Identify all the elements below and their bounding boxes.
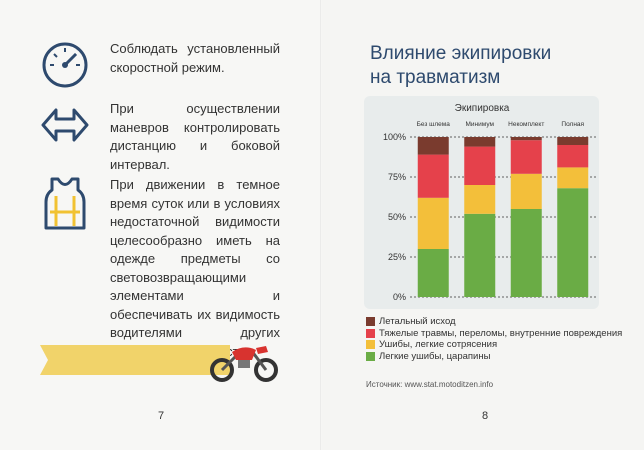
bar-segment [464, 185, 496, 214]
bar-segment [464, 137, 496, 147]
legend-swatch [366, 317, 375, 327]
category-label: Полная [561, 121, 584, 128]
legend-label: Ушибы, легкие сотрясения [379, 339, 498, 351]
bar-segment [510, 173, 542, 209]
tip-text: При движении в темное время суток или в … [110, 177, 280, 359]
bar-segment [510, 209, 542, 297]
bar-segment [557, 188, 589, 297]
legend-label: Летальный исход [379, 316, 456, 328]
tip-speed: Соблюдать установленный скоростной режим… [40, 40, 280, 95]
legend-swatch [366, 340, 375, 350]
bar-segment [510, 140, 542, 174]
y-tick-label: 75% [388, 172, 406, 182]
tip-distance: При осуществлении маневров контролироват… [40, 100, 280, 174]
chart-legend: Летальный исход Тяжелые травмы, переломы,… [366, 316, 622, 362]
bar-segment [557, 167, 589, 189]
bar-segment [417, 197, 449, 249]
y-tick-label: 0% [393, 292, 406, 302]
category-label: Некомплект [508, 121, 544, 128]
chart-title: Экипировка [455, 103, 510, 114]
legend-item: Тяжелые травмы, переломы, внутренние пов… [366, 328, 622, 340]
tip-text: Соблюдать установленный скоростной режим… [110, 41, 280, 75]
stacked-bar-chart: Экипировка 0% 25% 50% 75% 100% Без шлема Миниму… [383, 103, 596, 302]
page-title: Влияние экипировки на травматизм [370, 43, 552, 88]
motorcycle-icon [208, 340, 280, 387]
bar-segment [417, 249, 449, 297]
legend-label: Тяжелые травмы, переломы, внутренние пов… [379, 327, 623, 339]
legend-item: Летальный исход [366, 316, 622, 328]
y-tick-label: 100% [383, 132, 406, 142]
page-number: 7 [158, 410, 165, 422]
legend-swatch [366, 328, 375, 338]
reflective-vest-icon [40, 176, 90, 361]
legend-label: Легкие ушибы, царапины [379, 350, 491, 362]
bar-segment [417, 137, 449, 155]
bar-segment [417, 154, 449, 198]
tip-text: При осуществлении маневров контролироват… [110, 101, 280, 172]
y-tick-label: 50% [388, 212, 406, 222]
tip-visibility: При движении в темное время суток или в … [40, 176, 280, 361]
legend-item: Легкие ушибы, царапины [366, 351, 622, 363]
category-label: Без шлема [417, 121, 451, 128]
bar-segment [557, 145, 589, 168]
category-label: Минимум [466, 121, 495, 128]
y-tick-label: 25% [388, 252, 406, 262]
double-arrow-icon [40, 100, 90, 174]
bar-segment [464, 146, 496, 185]
right-page: Влияние экипировки на травматизм Экипиро… [322, 0, 644, 450]
decorative-ribbon [40, 345, 230, 375]
legend-item: Ушибы, легкие сотрясения [366, 339, 622, 351]
bar-segment [464, 213, 496, 297]
page-number: 8 [482, 410, 489, 422]
bar-segment [557, 137, 589, 145]
legend-swatch [366, 351, 375, 361]
left-page: Соблюдать установленный скоростной режим… [40, 40, 280, 422]
chart-panel: Экипировка 0% 25% 50% 75% 100% Без шлема Миниму… [364, 96, 599, 309]
bar-segment [510, 137, 542, 141]
speedometer-icon [40, 40, 90, 95]
source-note: Источник: www.stat.motoditzen.info [366, 380, 494, 389]
